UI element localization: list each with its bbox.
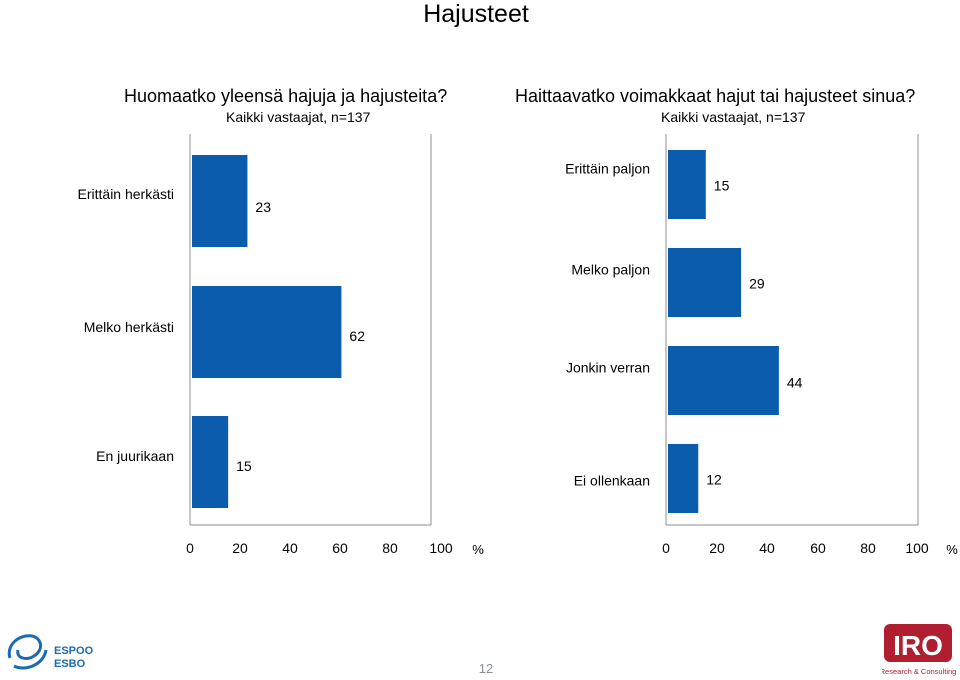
chart2-tick-label: 100: [905, 540, 929, 556]
chart2-title: Haittaavatko voimakkaat hajut tai hajust…: [515, 86, 916, 106]
chart2-value-label: 12: [706, 472, 722, 488]
chart1-tick-label: 100: [429, 540, 453, 556]
chart1-category-label: Melko herkästi: [84, 319, 174, 335]
chart1-unit-label: %: [472, 542, 484, 557]
chart1-tick-label: 40: [282, 540, 298, 556]
chart1-tick-label: 80: [382, 540, 398, 556]
chart1-value-label: 62: [349, 328, 365, 344]
chart2-category-label: Erittäin paljon: [565, 161, 650, 177]
espoo-logo-line1: ESPOO: [54, 645, 94, 657]
espoo-swirl-icon: [7, 634, 48, 670]
espoo-logo-line2: ESBO: [54, 658, 86, 670]
iro-logo-box: [884, 624, 952, 662]
chart1-category-label: Erittäin herkästi: [78, 186, 174, 202]
chart2-value-label: 44: [787, 375, 803, 391]
chart2-bar: [668, 248, 742, 317]
page-number: 12: [478, 661, 494, 676]
chart2-tick-label: 0: [662, 540, 670, 556]
chart1-tick-label: 60: [332, 540, 348, 556]
chart2-tick-label: 40: [759, 540, 775, 556]
chart1-value-label: 15: [236, 458, 252, 474]
chart1-title: Huomaatko yleensä hajuja ja hajusteita?: [124, 86, 448, 106]
chart2-value-label: 15: [714, 178, 730, 194]
chart1-value-label: 23: [255, 199, 271, 215]
chart2-subtitle: Kaikki vastaajat, n=137: [661, 109, 806, 125]
chart2-category-label: Jonkin verran: [566, 360, 650, 376]
chart2-category-label: Melko paljon: [571, 262, 650, 278]
chart1-category-label: En juurikaan: [96, 448, 174, 464]
chart2-bar: [668, 150, 706, 219]
iro-logo-tagline: Research & Consulting: [882, 667, 956, 676]
espoo-logo: ESPOO ESBO: [7, 634, 94, 670]
chart1-bar: [192, 416, 229, 508]
chart2-tick-label: 20: [709, 540, 725, 556]
chart1-tick-label: 20: [232, 540, 248, 556]
chart1-subtitle: Kaikki vastaajat, n=137: [226, 109, 371, 125]
chart1-tick-label: 0: [186, 540, 194, 556]
iro-logo-text: IRO: [893, 630, 943, 661]
chart2-tick-label: 80: [860, 540, 876, 556]
chart2-category-label: Ei ollenkaan: [574, 473, 650, 489]
chart2-value-label: 29: [749, 276, 765, 292]
iro-logo: IRO Research & Consulting: [882, 624, 956, 676]
chart1-bar: [192, 286, 342, 378]
chart2-bar: [668, 346, 779, 415]
chart2-unit-label: %: [946, 542, 958, 557]
chart2-bar: [668, 444, 699, 513]
chart2-tick-label: 60: [810, 540, 826, 556]
page-title: Hajusteet: [423, 0, 529, 28]
chart1-bar: [192, 155, 248, 247]
